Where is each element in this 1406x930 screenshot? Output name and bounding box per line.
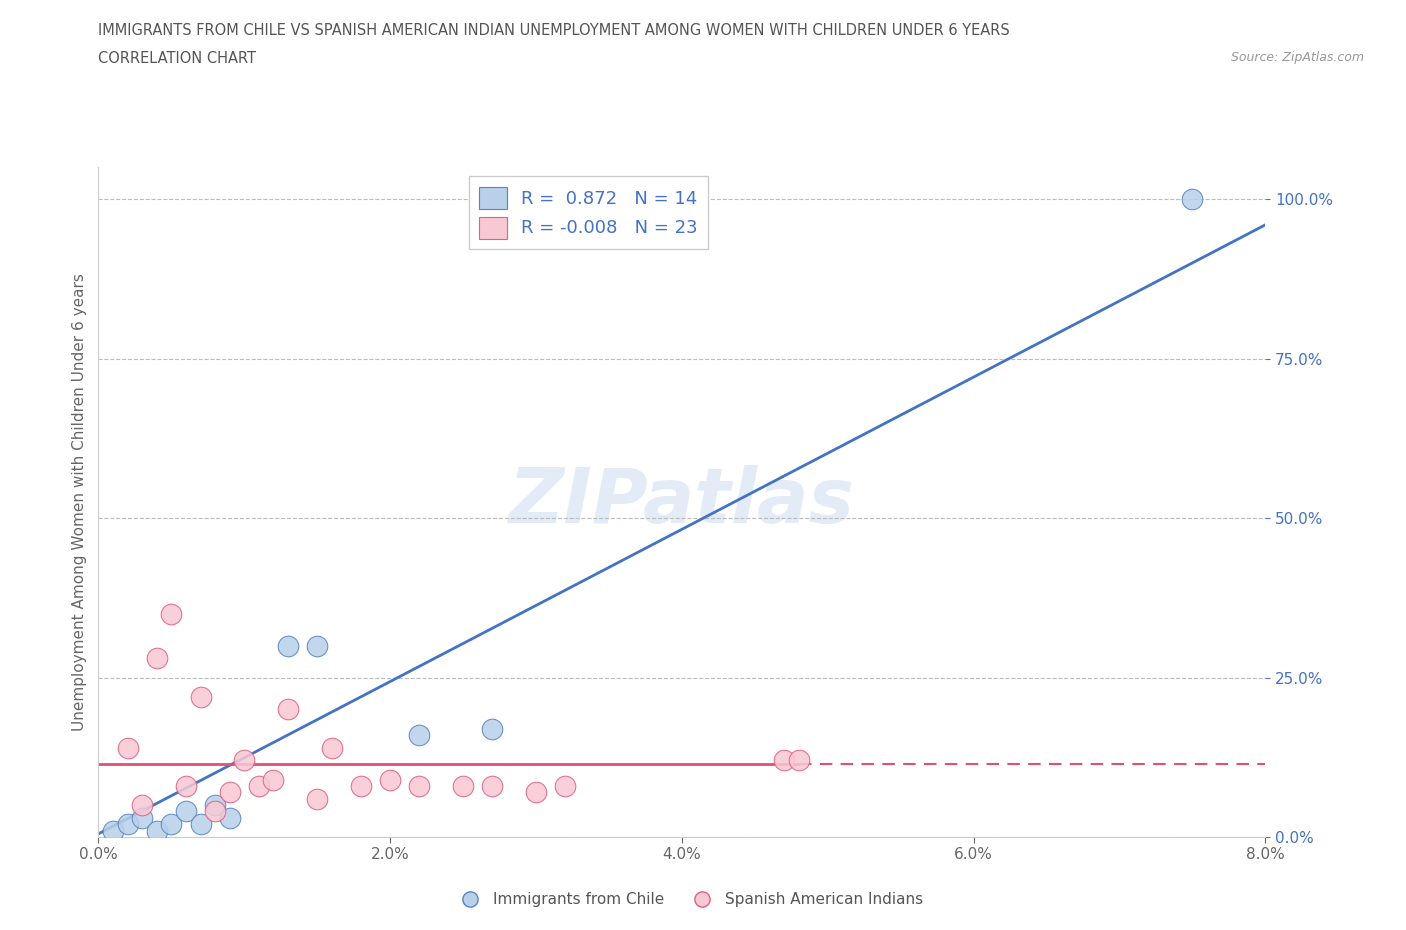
Point <box>277 702 299 717</box>
Text: IMMIGRANTS FROM CHILE VS SPANISH AMERICAN INDIAN UNEMPLOYMENT AMONG WOMEN WITH C: IMMIGRANTS FROM CHILE VS SPANISH AMERICA… <box>98 23 1010 38</box>
Y-axis label: Unemployment Among Women with Children Under 6 years: Unemployment Among Women with Children U… <box>72 273 87 731</box>
Point <box>277 638 299 653</box>
Point <box>131 810 153 825</box>
Point <box>204 798 226 813</box>
Legend: R =  0.872   N = 14, R = -0.008   N = 23: R = 0.872 N = 14, R = -0.008 N = 23 <box>468 177 709 249</box>
Point <box>174 778 197 793</box>
Point <box>117 817 139 831</box>
Point <box>160 817 183 831</box>
Point <box>247 778 270 793</box>
Point <box>773 753 796 768</box>
Point <box>262 772 284 787</box>
Point <box>1181 192 1204 206</box>
Point <box>307 638 329 653</box>
Point <box>321 740 343 755</box>
Point <box>190 817 212 831</box>
Point <box>117 740 139 755</box>
Point <box>451 778 474 793</box>
Text: Source: ZipAtlas.com: Source: ZipAtlas.com <box>1230 51 1364 64</box>
Point <box>218 810 240 825</box>
Point <box>160 606 183 621</box>
Point <box>481 721 503 736</box>
Point <box>524 785 547 800</box>
Point <box>101 823 124 838</box>
Point <box>481 778 503 793</box>
Text: CORRELATION CHART: CORRELATION CHART <box>98 51 256 66</box>
Point <box>787 753 810 768</box>
Point <box>174 804 197 819</box>
Point <box>378 772 402 787</box>
Point <box>131 798 153 813</box>
Point <box>218 785 240 800</box>
Point <box>233 753 256 768</box>
Text: ZIPatlas: ZIPatlas <box>509 465 855 539</box>
Point <box>554 778 576 793</box>
Point <box>146 823 169 838</box>
Point <box>190 689 212 704</box>
Point <box>307 791 329 806</box>
Point <box>408 727 430 742</box>
Point <box>350 778 373 793</box>
Legend: Immigrants from Chile, Spanish American Indians: Immigrants from Chile, Spanish American … <box>449 886 929 913</box>
Point <box>408 778 430 793</box>
Point <box>204 804 226 819</box>
Point <box>146 651 169 666</box>
